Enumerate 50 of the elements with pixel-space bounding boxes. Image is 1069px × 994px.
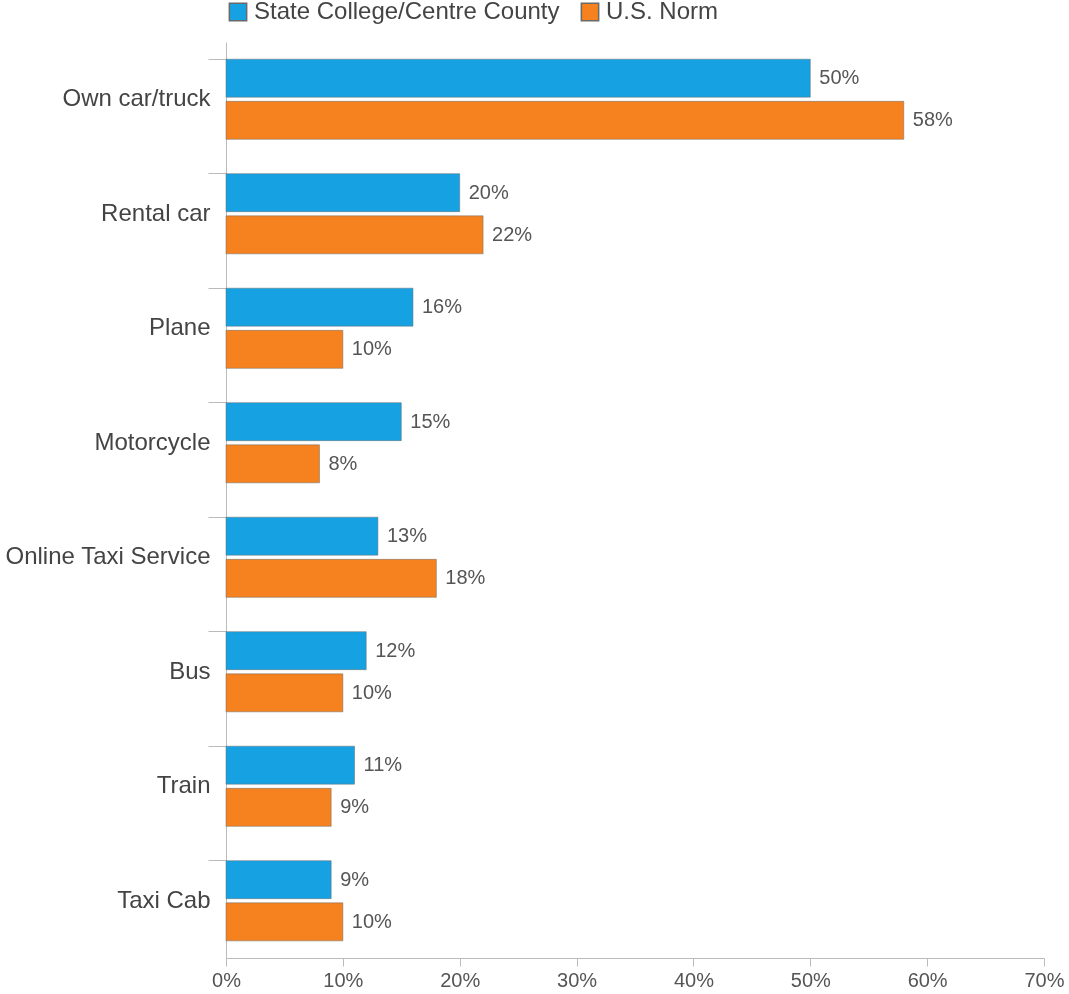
data-label: 9% [340,795,370,818]
y-tick-label: Motorcycle [94,427,211,455]
x-tick-label: 70% [1024,968,1065,991]
bar [225,559,437,598]
y-tick-label: Taxi Cab [117,885,211,913]
bar [225,287,414,327]
x-tick-label: 50% [790,968,832,991]
bar [225,631,367,670]
bar [225,101,905,140]
data-label: 22% [492,222,533,245]
data-label: 16% [421,295,463,318]
legend-label: State College/Centre County [254,0,560,24]
x-tick-label: 10% [323,968,364,991]
x-tick-label: 20% [440,968,481,991]
bar [225,902,344,942]
data-label: 20% [468,180,509,203]
x-tick-label: 40% [673,968,715,991]
y-tick-label: Rental car [101,198,211,226]
bar [225,58,811,98]
x-tick-label: 0% [212,968,242,991]
y-tick-label: Bus [169,656,211,684]
y-tick-label: Own car/truck [62,84,212,112]
bar [225,516,379,556]
data-label: 10% [351,680,393,703]
bar [225,860,332,899]
data-label: 11% [363,753,403,776]
bar [225,745,355,785]
y-tick-label: Online Taxi Service [5,542,211,570]
data-label: 58% [912,108,954,131]
bar [225,444,320,484]
data-label: 10% [351,909,393,932]
y-tick-label: Train [156,771,211,799]
legend-label: U.S. Norm [606,0,719,24]
bar [225,173,460,212]
data-label: 12% [375,638,416,661]
data-label: 9% [340,867,370,890]
data-label: 15% [410,409,451,432]
x-tick-label: 60% [907,968,948,991]
bar [225,215,484,255]
x-tick-label: 30% [557,968,598,991]
data-label: 18% [445,566,486,589]
bar [225,673,344,713]
bar [225,402,402,441]
y-tick-label: Plane [149,313,211,341]
bar [225,330,344,369]
data-label: 8% [328,451,358,474]
data-label: 13% [386,524,428,547]
data-label: 50% [819,66,860,89]
bar [225,788,332,827]
data-label: 10% [351,337,393,360]
